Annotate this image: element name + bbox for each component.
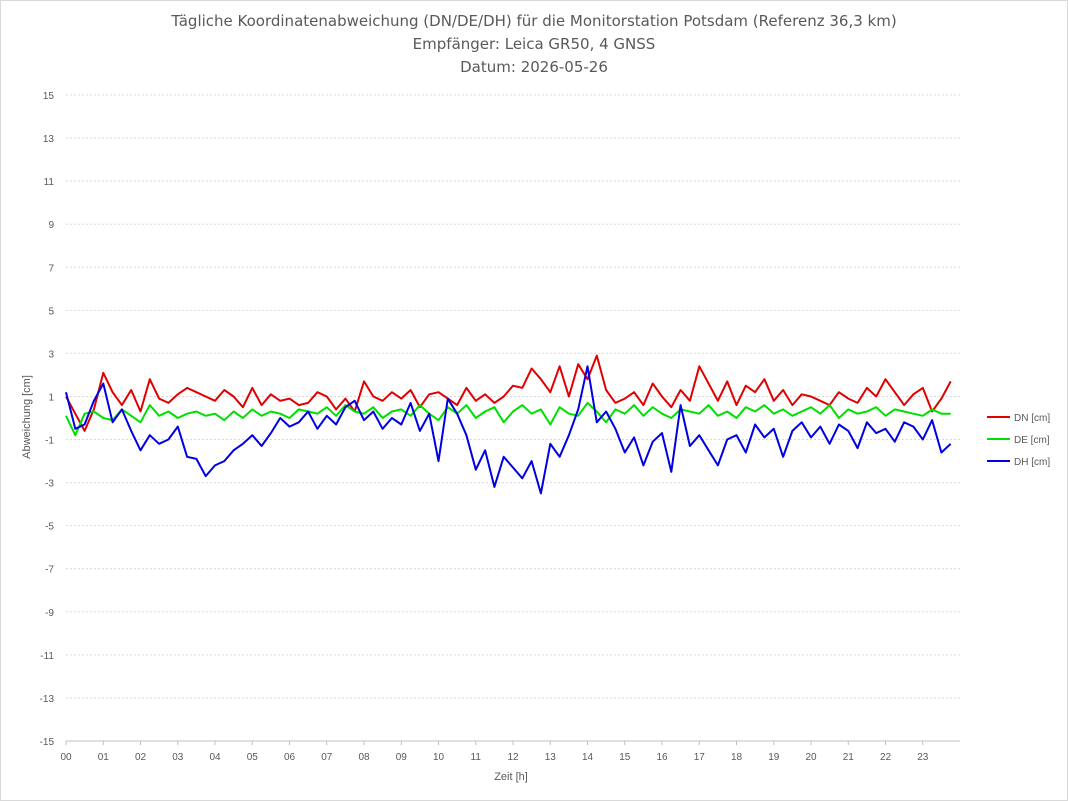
y-tick-label: -7 <box>45 565 54 576</box>
x-tick-label: 08 <box>358 752 370 763</box>
chart-title-line-1: Tägliche Koordinatenabweichung (DN/DE/DH… <box>171 12 897 30</box>
y-tick-label: -13 <box>40 694 55 705</box>
x-tick-label: 14 <box>582 752 594 763</box>
x-tick-label: 11 <box>471 752 482 763</box>
y-tick-label: 13 <box>43 134 55 145</box>
x-tick-label: 05 <box>247 752 259 763</box>
series-line-dh <box>65 365 952 495</box>
y-tick-label: 7 <box>48 263 54 274</box>
x-tick-label: 19 <box>768 752 780 763</box>
series-line-de <box>65 401 951 437</box>
y-tick-label: -5 <box>45 522 54 533</box>
legend-label: DN [cm] <box>1014 413 1050 424</box>
legend-label: DE [cm] <box>1014 435 1050 446</box>
x-tick-label: 06 <box>284 752 296 763</box>
chart-title-line-3: Datum: 2026-05-26 <box>460 58 608 76</box>
y-axis-ticks: 15 13 11 9 7 5 3 1 -1 -3 -5 -7 -9 -11 -13 -15 <box>40 91 55 748</box>
x-tick-label: 00 <box>60 752 72 763</box>
y-tick-label: -9 <box>45 608 54 619</box>
x-tick-label: 04 <box>209 752 221 763</box>
legend: DN [cm] DE [cm] DH [cm] <box>987 413 1050 468</box>
x-tick-label: 09 <box>396 752 408 763</box>
x-tick-label: 15 <box>619 752 631 763</box>
x-tick-label: 02 <box>135 752 147 763</box>
x-tick-label: 16 <box>656 752 668 763</box>
x-axis-ticks: 00 01 02 03 04 05 06 07 08 09 10 11 12 13 14 15 16 17 18 19… <box>60 741 929 763</box>
y-tick-label: 15 <box>43 91 55 102</box>
x-tick-label: 17 <box>694 752 706 763</box>
x-tick-label: 03 <box>172 752 184 763</box>
y-tick-label: 5 <box>48 306 54 317</box>
y-tick-label: 9 <box>48 220 54 231</box>
series-lines <box>65 354 952 495</box>
grid-lines <box>66 94 960 742</box>
y-tick-label: 11 <box>44 177 55 188</box>
x-tick-label: 07 <box>321 752 333 763</box>
x-tick-label: 22 <box>880 752 892 763</box>
y-tick-label: 1 <box>48 392 54 403</box>
y-tick-label: 3 <box>48 349 54 360</box>
x-tick-label: 18 <box>731 752 743 763</box>
x-tick-label: 20 <box>805 752 817 763</box>
series-line-dn <box>65 354 952 432</box>
y-tick-label: -15 <box>40 737 55 748</box>
chart-title-line-2: Empfänger: Leica GR50, 4 GNSS <box>412 35 656 53</box>
x-tick-label: 23 <box>917 752 929 763</box>
y-tick-label: -1 <box>45 436 54 447</box>
x-tick-label: 21 <box>843 752 855 763</box>
y-tick-label: -3 <box>45 479 54 490</box>
x-tick-label: 12 <box>507 752 519 763</box>
y-axis-label: Abweichung [cm] <box>21 375 33 459</box>
x-tick-label: 10 <box>433 752 445 763</box>
x-tick-label: 01 <box>98 752 110 763</box>
x-axis-label: Zeit [h] <box>494 771 528 783</box>
x-tick-label: 13 <box>545 752 557 763</box>
y-tick-label: -11 <box>40 651 54 662</box>
legend-label: DH [cm] <box>1014 457 1050 468</box>
